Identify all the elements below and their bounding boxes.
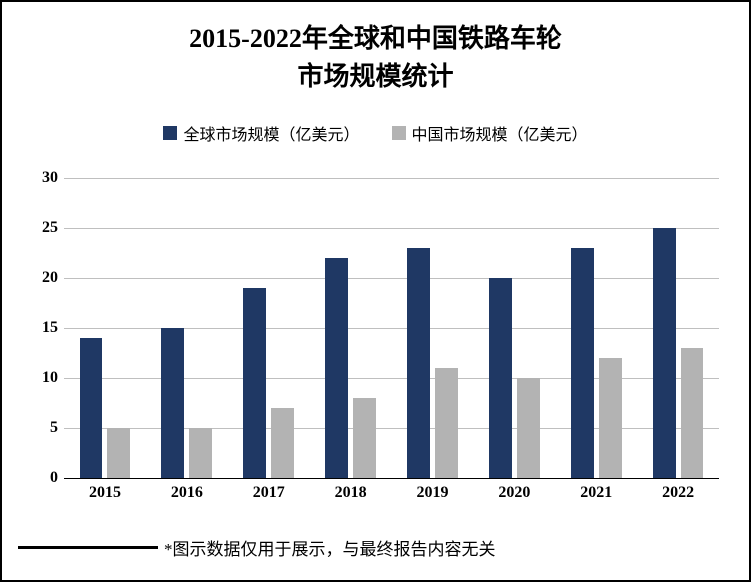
legend-item-2: 中国市场规模（亿美元）: [392, 121, 588, 145]
y-tick-label: 30: [20, 169, 58, 187]
gridline: [64, 478, 719, 479]
bar-series1: [407, 248, 430, 478]
bar-group: 2020: [473, 178, 555, 478]
bar-series1: [243, 288, 266, 478]
legend-swatch-1: [163, 126, 177, 140]
legend-label-1: 全球市场规模（亿美元）: [183, 121, 359, 145]
bar-series1: [653, 228, 676, 478]
x-tick-label: 2020: [473, 484, 555, 502]
y-tick-label: 25: [20, 219, 58, 237]
y-tick-label: 20: [20, 269, 58, 287]
bar-group: 2017: [228, 178, 310, 478]
chart-frame: 2015-2022年全球和中国铁路车轮 市场规模统计 全球市场规模（亿美元） 中…: [0, 0, 751, 582]
bar-series1: [489, 278, 512, 478]
bar-series2: [681, 348, 704, 478]
y-tick-label: 15: [20, 319, 58, 337]
legend-label-2: 中国市场规模（亿美元）: [412, 121, 588, 145]
x-tick-label: 2018: [310, 484, 392, 502]
footer: *图示数据仅用于展示，与最终报告内容无关: [18, 535, 733, 560]
bar-group: 2019: [392, 178, 474, 478]
x-tick-label: 2019: [392, 484, 474, 502]
bar-group: 2016: [146, 178, 228, 478]
legend-item-1: 全球市场规模（亿美元）: [163, 121, 359, 145]
footer-line: [18, 546, 158, 549]
x-tick-label: 2022: [637, 484, 719, 502]
bar-series1: [325, 258, 348, 478]
bar-group: 2022: [637, 178, 719, 478]
y-tick-label: 0: [20, 469, 58, 487]
bar-series2: [435, 368, 458, 478]
bar-series1: [571, 248, 594, 478]
bar-series2: [599, 358, 622, 478]
legend-swatch-2: [392, 126, 406, 140]
bar-series2: [353, 398, 376, 478]
bar-group: 2021: [555, 178, 637, 478]
x-tick-label: 2017: [228, 484, 310, 502]
bar-series2: [189, 428, 212, 478]
plot-area: 051015202530 201520162017201820192020202…: [64, 178, 719, 478]
bar-series1: [80, 338, 103, 478]
y-tick-label: 5: [20, 419, 58, 437]
title-line2: 市场规模统计: [297, 62, 453, 91]
bar-series2: [517, 378, 540, 478]
x-tick-label: 2016: [146, 484, 228, 502]
bar-series1: [161, 328, 184, 478]
bar-group: 2015: [64, 178, 146, 478]
bar-groups: 20152016201720182019202020212022: [64, 178, 719, 478]
y-tick-label: 10: [20, 369, 58, 387]
title-line1: 2015-2022年全球和中国铁路车轮: [189, 24, 562, 53]
x-tick-label: 2021: [555, 484, 637, 502]
bar-series2: [271, 408, 294, 478]
x-tick-label: 2015: [64, 484, 146, 502]
bar-series2: [107, 428, 130, 478]
legend: 全球市场规模（亿美元） 中国市场规模（亿美元）: [2, 121, 749, 145]
chart-title: 2015-2022年全球和中国铁路车轮 市场规模统计: [2, 2, 749, 95]
bar-group: 2018: [310, 178, 392, 478]
footer-text: *图示数据仅用于展示，与最终报告内容无关: [164, 535, 496, 560]
